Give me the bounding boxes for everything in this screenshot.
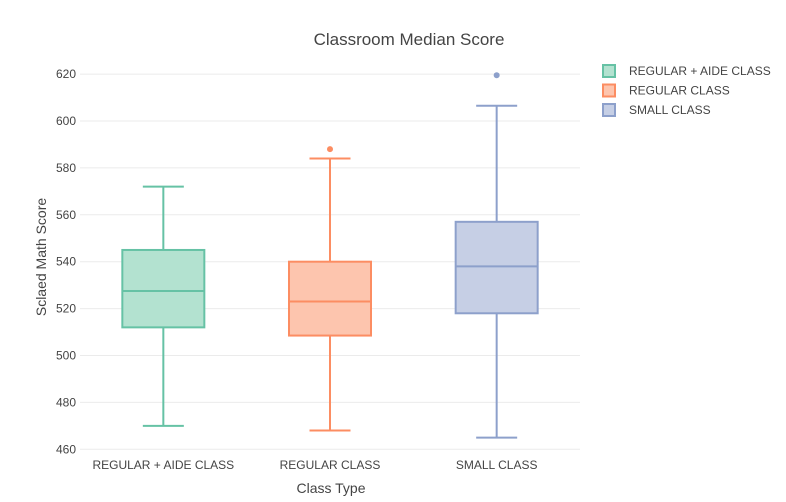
chart-title: Classroom Median Score [314, 30, 505, 49]
legend-swatch [602, 83, 616, 98]
x-tick-label: REGULAR + AIDE CLASS [92, 458, 234, 472]
x-tick-labels: REGULAR + AIDE CLASS REGULAR CLASS SMALL C… [92, 458, 537, 472]
x-tick-label: REGULAR CLASS [280, 458, 381, 472]
box-group [288, 146, 372, 432]
box-iqr [288, 260, 372, 337]
y-tick-labels: 460 480 500 520 540 560 580 600 620 [56, 67, 76, 456]
y-tick-label: 520 [56, 302, 76, 316]
y-tick-label: 600 [56, 114, 76, 128]
y-tick-label: 500 [56, 349, 76, 363]
legend-label: REGULAR + AIDE CLASS [629, 64, 771, 78]
legend-swatch [602, 64, 616, 78]
y-tick-label: 620 [56, 67, 76, 81]
legend-swatch [602, 103, 616, 117]
legend-label: REGULAR CLASS [629, 84, 730, 98]
y-tick-label: 540 [56, 255, 76, 269]
y-tick-label: 460 [56, 442, 76, 456]
y-tick-label: 580 [56, 161, 76, 175]
outlier-point [327, 146, 333, 153]
legend[interactable]: REGULAR + AIDE CLASS REGULAR CLASS SMALL C… [602, 64, 771, 117]
x-axis-title: Class Type [297, 480, 366, 496]
box-group [121, 185, 206, 427]
box-iqr [454, 220, 539, 315]
legend-label: SMALL CLASS [629, 103, 711, 117]
y-tick-label: 560 [56, 208, 76, 222]
legend-item[interactable]: REGULAR + AIDE CLASS [602, 64, 771, 78]
y-tick-label: 480 [56, 395, 76, 409]
legend-item[interactable]: REGULAR CLASS [602, 83, 730, 98]
legend-item[interactable]: SMALL CLASS [602, 103, 711, 117]
outlier-point [493, 72, 500, 79]
y-axis-title: Sclaed Math Score [33, 198, 49, 316]
box-group [454, 72, 539, 439]
box-series [121, 72, 539, 439]
box-iqr [121, 248, 206, 329]
x-tick-label: SMALL CLASS [456, 458, 538, 472]
